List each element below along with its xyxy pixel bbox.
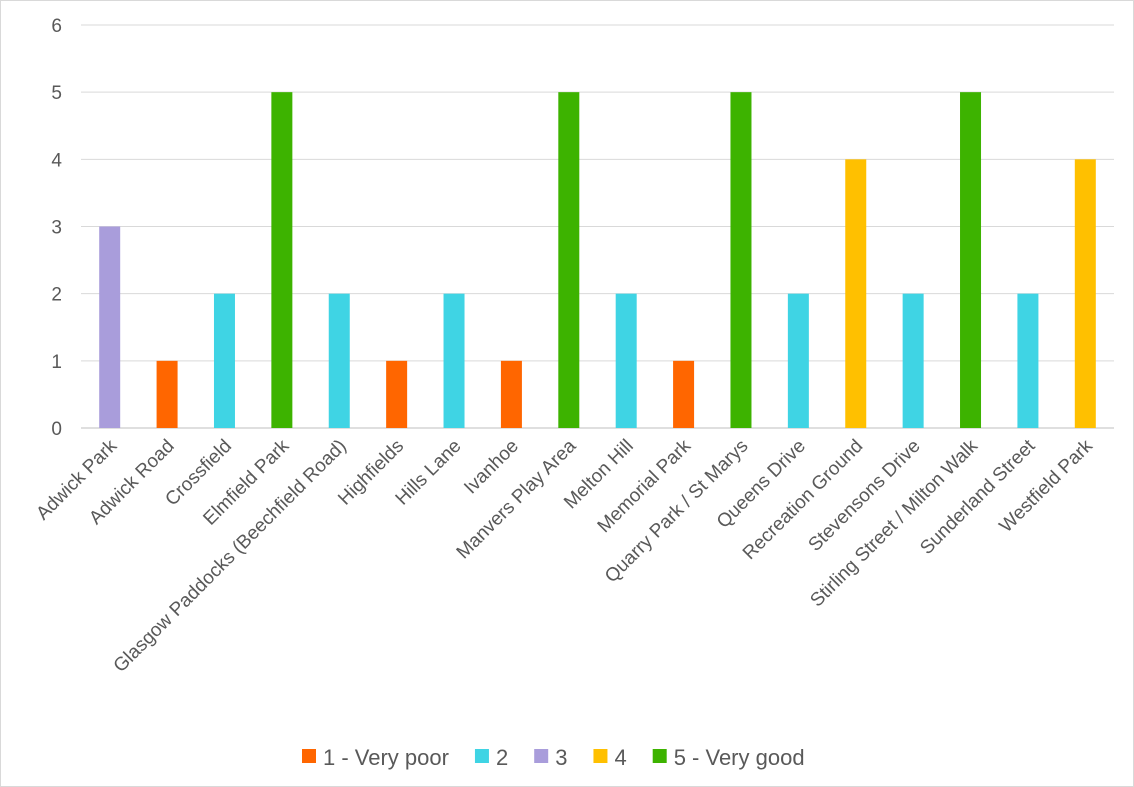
bar xyxy=(902,293,924,428)
bar xyxy=(1017,293,1039,428)
y-tick-label: 4 xyxy=(51,150,62,171)
bar xyxy=(386,360,408,428)
bar xyxy=(730,92,752,429)
y-axis-ticks: 0 1 2 3 4 5 6 xyxy=(51,16,62,440)
bar xyxy=(271,92,293,429)
bar xyxy=(1074,159,1096,429)
bar xyxy=(845,159,867,429)
bars xyxy=(99,92,1096,429)
bar xyxy=(156,360,178,428)
bar xyxy=(960,92,982,429)
legend-label: 2 xyxy=(496,745,508,770)
bar xyxy=(787,293,809,428)
legend: 1 - Very poor 2 3 4 5 - Very good xyxy=(302,745,805,770)
legend-label: 3 xyxy=(555,745,567,770)
bar xyxy=(615,293,637,428)
y-tick-label: 5 xyxy=(51,83,62,104)
bar xyxy=(99,226,121,428)
bar xyxy=(500,360,522,428)
y-tick-label: 0 xyxy=(51,419,62,440)
bar xyxy=(328,293,350,428)
legend-swatch xyxy=(302,749,316,763)
legend-swatch xyxy=(474,749,489,763)
legend-swatch xyxy=(534,749,549,763)
legend-swatch xyxy=(593,749,608,763)
bar xyxy=(673,360,695,428)
gridlines xyxy=(81,24,1114,429)
bar xyxy=(213,293,235,428)
legend-label: 5 - Very good xyxy=(674,745,805,770)
y-tick-label: 3 xyxy=(51,218,62,239)
y-tick-label: 1 xyxy=(51,352,62,373)
bar xyxy=(558,92,580,429)
y-tick-label: 6 xyxy=(51,16,62,37)
legend-label: 4 xyxy=(614,745,626,770)
legend-swatch xyxy=(652,749,667,763)
bar xyxy=(443,293,465,428)
y-tick-label: 2 xyxy=(51,285,62,306)
legend-label: 1 - Very poor xyxy=(323,745,449,770)
